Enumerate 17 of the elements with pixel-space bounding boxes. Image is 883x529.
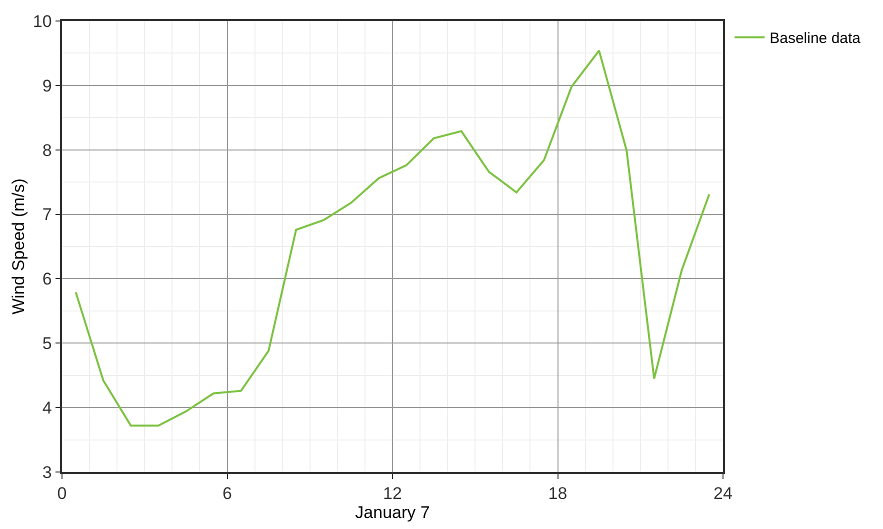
y-tick-label: 9 [42,76,52,96]
y-tick-label: 10 [32,12,52,31]
y-tick-label: 8 [42,140,52,160]
x-tick-label: 0 [57,484,67,504]
y-tick-label: 6 [42,270,52,289]
x-tick-label: 6 [222,484,232,504]
line-series [74,50,710,427]
x-tick-label: 12 [383,484,402,504]
legend-label: Baseline data [770,30,862,48]
y-axis-title: Wind Speed (m/s) [8,178,28,315]
x-axis-title: January 7 [355,503,430,522]
y-tick-label: 4 [42,398,52,418]
x-tick-label: 24 [714,484,732,504]
y-tick-label: 5 [42,334,52,354]
y-tick-label: 7 [42,205,52,224]
x-tick-label: 18 [548,484,568,504]
y-tick-label: 3 [42,462,52,482]
